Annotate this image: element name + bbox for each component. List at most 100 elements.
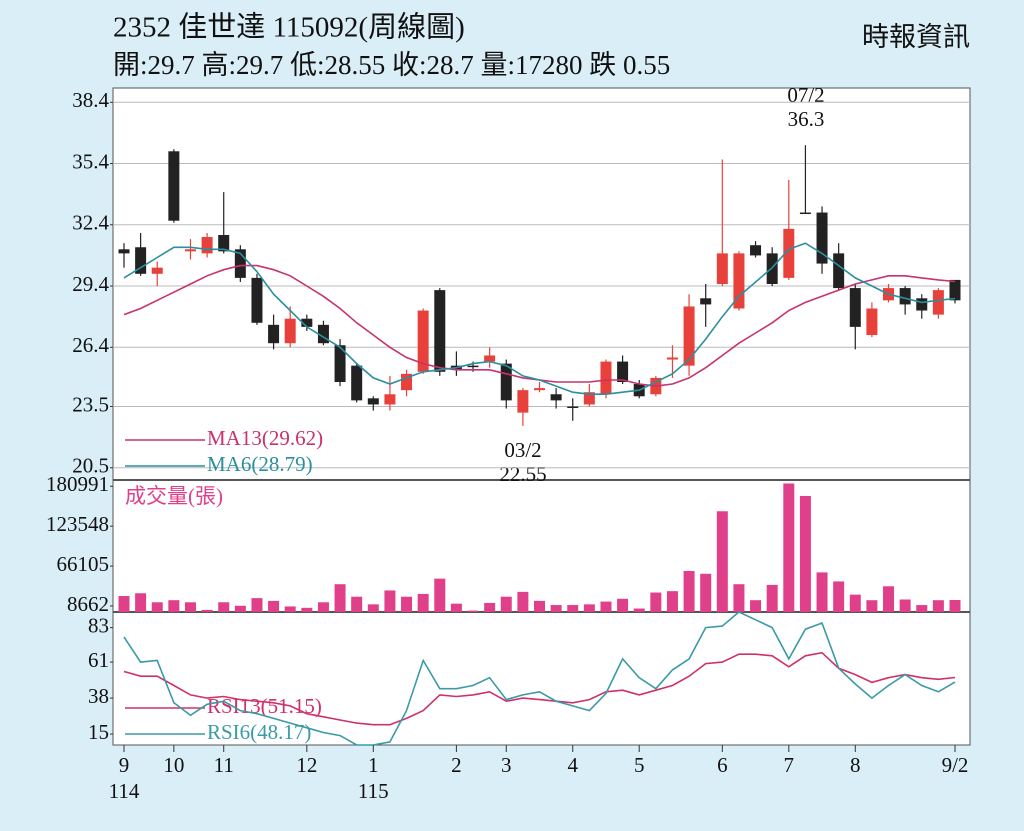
x-tick-label: 7	[784, 753, 795, 777]
bar	[866, 600, 878, 612]
x-tick-label: 11	[214, 753, 234, 777]
bar	[500, 596, 512, 612]
y-tick-label: 38	[88, 684, 109, 708]
legend-label: RSI13(51.15)	[207, 694, 322, 718]
y-tick-label: 32.4	[72, 211, 109, 235]
bar	[733, 584, 745, 612]
candle-body	[567, 406, 579, 408]
x-tick-label: 4	[567, 753, 578, 777]
candle-body	[151, 267, 163, 274]
annotation-date: 03/2	[504, 438, 541, 462]
bar	[351, 596, 363, 612]
bar	[750, 600, 762, 612]
bar	[218, 602, 230, 612]
bar	[700, 573, 712, 612]
bar	[666, 591, 678, 612]
candle-body	[268, 324, 280, 344]
x-tick-label: 10	[163, 753, 184, 777]
bar	[550, 605, 562, 612]
candle-body	[384, 394, 396, 405]
bar	[633, 608, 645, 612]
bar	[168, 600, 180, 612]
series-line	[123, 651, 956, 726]
bar	[118, 596, 130, 612]
x-tick-label: 2	[451, 753, 462, 777]
bar	[617, 598, 629, 612]
bar	[484, 602, 496, 612]
series-line	[123, 242, 956, 395]
y-tick-label: 26.4	[72, 333, 109, 357]
candle-body	[600, 361, 612, 395]
source: 時報資訊	[862, 22, 970, 52]
candle-body	[716, 253, 728, 284]
bar	[783, 483, 795, 612]
y-tick-label: 29.4	[72, 272, 109, 296]
bar	[766, 584, 778, 612]
candle-body	[932, 290, 944, 315]
bar	[849, 594, 861, 612]
bar	[517, 591, 529, 612]
x-year-label: 114	[109, 779, 140, 803]
candle-body	[916, 298, 928, 311]
bar	[135, 593, 147, 612]
x-tick-label: 8	[850, 753, 861, 777]
candle-body	[666, 357, 678, 360]
candle-body	[866, 308, 878, 336]
chart-title: 2352 佳世達 115092(周線圖)	[113, 11, 465, 44]
bar	[683, 571, 695, 612]
y-tick-label: 38.4	[72, 88, 109, 112]
candle-body	[733, 253, 745, 309]
legend-label: MA13(29.62)	[207, 426, 323, 450]
y-tick-label: 66105	[57, 552, 110, 576]
bar	[251, 598, 263, 612]
candle-body	[201, 237, 213, 254]
candle-body	[334, 345, 346, 382]
legend-label: RSI6(48.17)	[207, 720, 311, 744]
legend-label: MA6(28.79)	[207, 452, 313, 476]
bar	[899, 599, 911, 612]
candle-body	[899, 288, 911, 305]
candle-body	[750, 245, 762, 256]
bar	[334, 584, 346, 612]
x-tick-label: 1	[368, 753, 379, 777]
y-tick-label: 20.5	[72, 454, 109, 478]
legend-label: 成交量(張)	[125, 484, 223, 508]
chart-subtitle: 開:29.7 高:29.7 低:28.55 收:28.7 量:17280 跌 0…	[113, 50, 670, 80]
x-year-label: 115	[358, 779, 389, 803]
bar	[417, 593, 429, 612]
bar	[401, 596, 413, 612]
candle-body	[284, 318, 296, 344]
candle-body	[401, 373, 413, 391]
annotation-value: 36.3	[788, 107, 825, 131]
bar	[567, 605, 579, 612]
bar	[883, 586, 895, 612]
bar	[716, 511, 728, 612]
annotation-date: 07/2	[787, 83, 824, 107]
y-tick-label: 35.4	[72, 149, 109, 173]
bar	[949, 599, 961, 612]
candle-body	[301, 318, 313, 327]
bar	[932, 600, 944, 612]
y-tick-label: 180991	[46, 472, 109, 496]
y-tick-label: 15	[88, 720, 109, 744]
y-tick-label: 8662	[67, 592, 109, 616]
bar	[833, 581, 845, 612]
candle-body	[783, 228, 795, 278]
bar	[916, 605, 928, 612]
bar	[434, 578, 446, 612]
bar	[816, 572, 828, 612]
candle-body	[135, 247, 147, 274]
candle-body	[434, 290, 446, 372]
candle-body	[351, 365, 363, 401]
candle-body	[534, 388, 545, 391]
candle-body	[317, 324, 329, 344]
x-tick-label: 9/2	[942, 753, 969, 777]
candle-body	[484, 355, 496, 362]
candle-body	[417, 310, 429, 372]
bar	[301, 607, 313, 612]
bar	[284, 606, 296, 612]
candle-body	[816, 212, 828, 264]
bar	[184, 602, 196, 612]
y-tick-label: 83	[88, 613, 109, 637]
